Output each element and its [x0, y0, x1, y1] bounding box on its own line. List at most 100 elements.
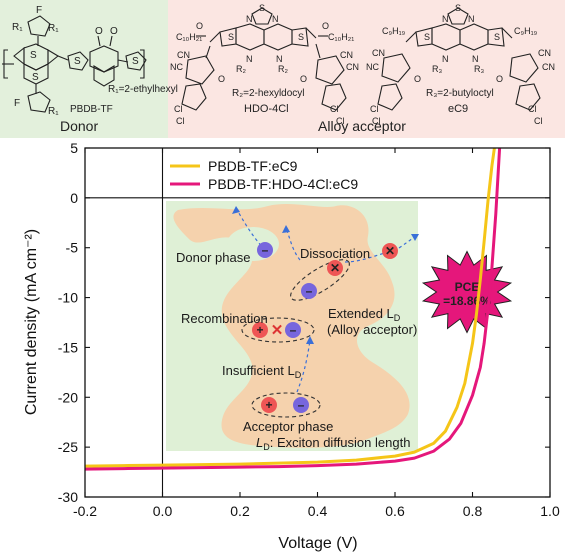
- atom-r1: R₁: [12, 22, 23, 33]
- dissociation-label: Dissociation: [300, 246, 370, 261]
- acceptor-exciton: [251, 392, 321, 418]
- x-tick-label: 0.0: [153, 503, 173, 519]
- diffusion-symbol: L: [256, 435, 263, 450]
- insufficient-subscript: D: [295, 370, 302, 380]
- ec9-substituent: R₃=2-butyloctyl: [426, 88, 494, 99]
- series-line-0: [85, 148, 496, 468]
- atom-cl: Cl: [370, 104, 379, 114]
- diffusion-subscript: D: [263, 442, 270, 452]
- atom-s: S: [32, 72, 39, 83]
- atom-o: O: [196, 21, 203, 31]
- minus-sign: –: [262, 243, 269, 257]
- atom-n: N: [468, 14, 475, 24]
- atom-s: S: [298, 32, 304, 42]
- hdo-4cl-structure: [181, 7, 347, 111]
- legend: PBDB-TF:eC9 PBDB-TF:HDO-4Cl:eC9: [170, 158, 358, 192]
- acceptor-phase-label: Acceptor phase: [243, 419, 333, 434]
- hole-marker: [261, 397, 277, 413]
- recombination-exciton: [241, 317, 315, 343]
- atom-r2: R₂: [278, 64, 288, 74]
- atom-cl: Cl: [336, 116, 345, 126]
- series-line-1: [85, 148, 502, 471]
- atom-cl: Cl: [534, 116, 543, 126]
- atom-o: O: [322, 21, 329, 31]
- extended-label: Extended LD: [328, 306, 401, 323]
- atom-s: S: [259, 3, 265, 13]
- atom-cn: CN: [177, 50, 190, 60]
- atom-n: N: [246, 14, 253, 24]
- atom-r3: R₃: [474, 64, 484, 74]
- side-chain: C₉H₁₉: [514, 26, 538, 36]
- atom-n: N: [276, 54, 283, 64]
- atom-s: S: [30, 50, 37, 61]
- x-tick-label: -0.2: [73, 503, 97, 519]
- plus-sign: +: [256, 323, 263, 337]
- diffusion-text: : Exciton diffusion length: [270, 435, 411, 450]
- plus-sign: +: [265, 398, 272, 412]
- atom-cn: CN: [346, 62, 359, 72]
- chemical-structures-panel: F R₁ R₁ S S S O O S F R₁ R₁=2-ethylhexyl…: [0, 0, 565, 138]
- atom-o: O: [218, 74, 225, 84]
- atom-f: F: [36, 5, 42, 16]
- atom-s: S: [74, 56, 81, 67]
- y-axis-title: Current density (mA cm⁻²): [23, 229, 40, 415]
- atom-o: O: [496, 74, 503, 84]
- pce-value: =18.86%: [443, 294, 491, 308]
- donor-phase-label: Donor phase: [176, 250, 250, 265]
- atom-cn: CN: [542, 62, 555, 72]
- inset-schematic: – – ✕ ✕ + ✕ – + – Donor phase Dissociati…: [166, 201, 419, 452]
- ec9-name: eC9: [448, 103, 468, 115]
- donor-section-label: Donor: [60, 118, 98, 134]
- donor-molecule-name: PBDB-TF: [70, 104, 113, 115]
- hdo-4cl-name: HDO-4Cl: [244, 103, 289, 115]
- y-tick-label: -30: [58, 489, 78, 505]
- atom-r3: R₃: [432, 64, 442, 74]
- electron-marker: [301, 283, 317, 299]
- minus-sign: –: [306, 284, 313, 298]
- hole-marker: [252, 322, 268, 338]
- atom-cn: CN: [372, 48, 385, 58]
- atom-n: N: [472, 54, 479, 64]
- atom-cn: CN: [340, 50, 353, 60]
- atom-cl: Cl: [372, 116, 381, 126]
- x-tick-label: 0.8: [463, 503, 483, 519]
- arrow-head: [411, 234, 419, 241]
- axis-ticks: -0.2 0.0 0.2 0.4 0.6 0.8 1.0 -30 -25 -20 -15 -10 -5 0…: [58, 140, 560, 519]
- donor-atom-labels: F R₁ R₁ S S S O O S F R₁: [12, 5, 139, 117]
- atom-nc: NC: [366, 62, 379, 72]
- legend-label-eC9: PBDB-TF:eC9: [208, 158, 298, 174]
- pce-label: PCE: [455, 280, 480, 294]
- atom-s: S: [228, 32, 234, 42]
- atom-cn: CN: [538, 48, 551, 58]
- atom-o: O: [110, 26, 118, 37]
- atom-o: O: [300, 74, 307, 84]
- alloy-label: (Alloy acceptor): [327, 322, 417, 337]
- atom-s: S: [132, 56, 139, 67]
- x-tick-label: 0.6: [385, 503, 405, 519]
- side-chain: C₁₀H₂₁: [176, 32, 202, 42]
- atom-o: O: [95, 26, 103, 37]
- jv-chart: -0.2 0.0 0.2 0.4 0.6 0.8 1.0 -30 -25 -20 -15 -10 -5 0…: [23, 140, 560, 552]
- extended-subscript: D: [394, 313, 401, 323]
- atom-n: N: [272, 14, 279, 24]
- atom-o: O: [414, 74, 421, 84]
- electron-marker: [257, 242, 273, 258]
- atom-f: F: [14, 98, 20, 109]
- hdo-4cl-atom-labels: S N N S S N N R₂ R₂ O O C₁₀H₂₁ C₁₀H₂₁ CN…: [170, 3, 359, 126]
- minus-sign: –: [290, 323, 297, 337]
- atom-n: N: [442, 54, 449, 64]
- zero-lines: [85, 148, 550, 497]
- arrow-head: [232, 206, 240, 214]
- pce-badge: PCE =18.86%: [421, 250, 513, 334]
- atom-nc: NC: [170, 62, 183, 72]
- dissociation-exciton: [290, 259, 350, 301]
- diffusion-length-note: LD: Exciton diffusion length: [256, 435, 410, 452]
- x-tick-label: 0.2: [230, 503, 250, 519]
- acceptor-section-label: Alloy acceptor: [318, 118, 406, 134]
- ec9-structure: [377, 7, 541, 111]
- acceptor-background: [168, 0, 565, 138]
- atom-r2: R₂: [236, 64, 246, 74]
- y-tick-label: -10: [58, 290, 78, 306]
- plot-frame: [84, 147, 551, 498]
